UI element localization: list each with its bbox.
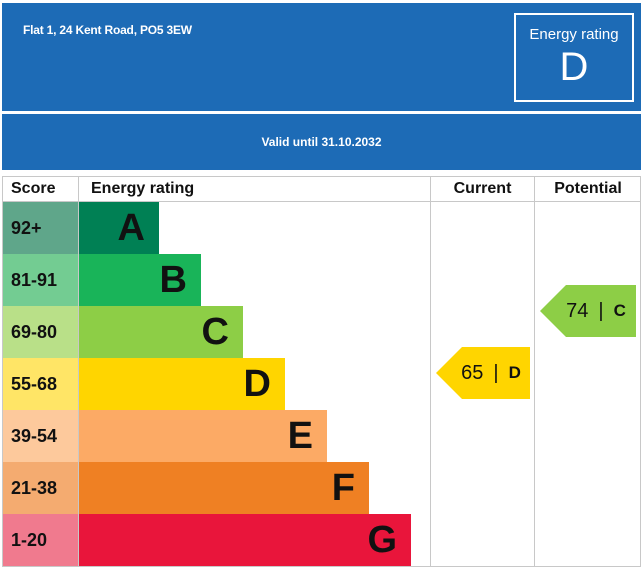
band-b: B bbox=[79, 254, 201, 306]
header-banner: Flat 1, 24 Kent Road, PO5 3EW Energy rat… bbox=[2, 3, 641, 111]
score-cell-g: 1-20 bbox=[3, 514, 78, 566]
column-divider bbox=[534, 177, 535, 566]
energy-rating-table: Score Energy rating Current Potential 92… bbox=[2, 176, 641, 567]
band-g: G bbox=[79, 514, 411, 566]
band-c: C bbox=[79, 306, 243, 358]
header-energy-rating: Energy rating bbox=[91, 180, 195, 197]
score-cell-b: 81-91 bbox=[3, 254, 78, 306]
potential-separator: | bbox=[598, 299, 604, 322]
band-d: D bbox=[79, 358, 285, 410]
potential-score: 74 bbox=[566, 299, 589, 322]
valid-until-bar: Valid until 31.10.2032 bbox=[2, 114, 641, 170]
property-address: Flat 1, 24 Kent Road, PO5 3EW bbox=[23, 23, 192, 37]
header-potential: Potential bbox=[554, 180, 622, 197]
band-f: F bbox=[79, 462, 369, 514]
header-divider bbox=[3, 201, 640, 202]
header-score: Score bbox=[11, 180, 56, 197]
potential-rating-pointer: 74 | C bbox=[540, 285, 636, 337]
column-divider bbox=[78, 177, 79, 566]
energy-rating-box: Energy rating D bbox=[514, 13, 634, 102]
score-cell-e: 39-54 bbox=[3, 410, 78, 462]
score-cell-d: 55-68 bbox=[3, 358, 78, 410]
potential-letter: C bbox=[613, 301, 626, 320]
header-current: Current bbox=[453, 180, 512, 197]
band-a: A bbox=[79, 202, 159, 254]
score-cell-a: 92+ bbox=[3, 202, 78, 254]
valid-until-text: Valid until 31.10.2032 bbox=[261, 135, 382, 149]
current-score: 65 bbox=[461, 361, 484, 384]
energy-rating-box-label: Energy rating bbox=[529, 26, 619, 43]
current-separator: | bbox=[493, 361, 499, 384]
score-cell-c: 69-80 bbox=[3, 306, 78, 358]
current-rating-pointer: 65 | D bbox=[436, 347, 530, 399]
band-e: E bbox=[79, 410, 327, 462]
energy-rating-box-value: D bbox=[559, 45, 589, 89]
score-cell-f: 21-38 bbox=[3, 462, 78, 514]
column-divider bbox=[430, 177, 431, 566]
current-letter: D bbox=[508, 363, 521, 382]
